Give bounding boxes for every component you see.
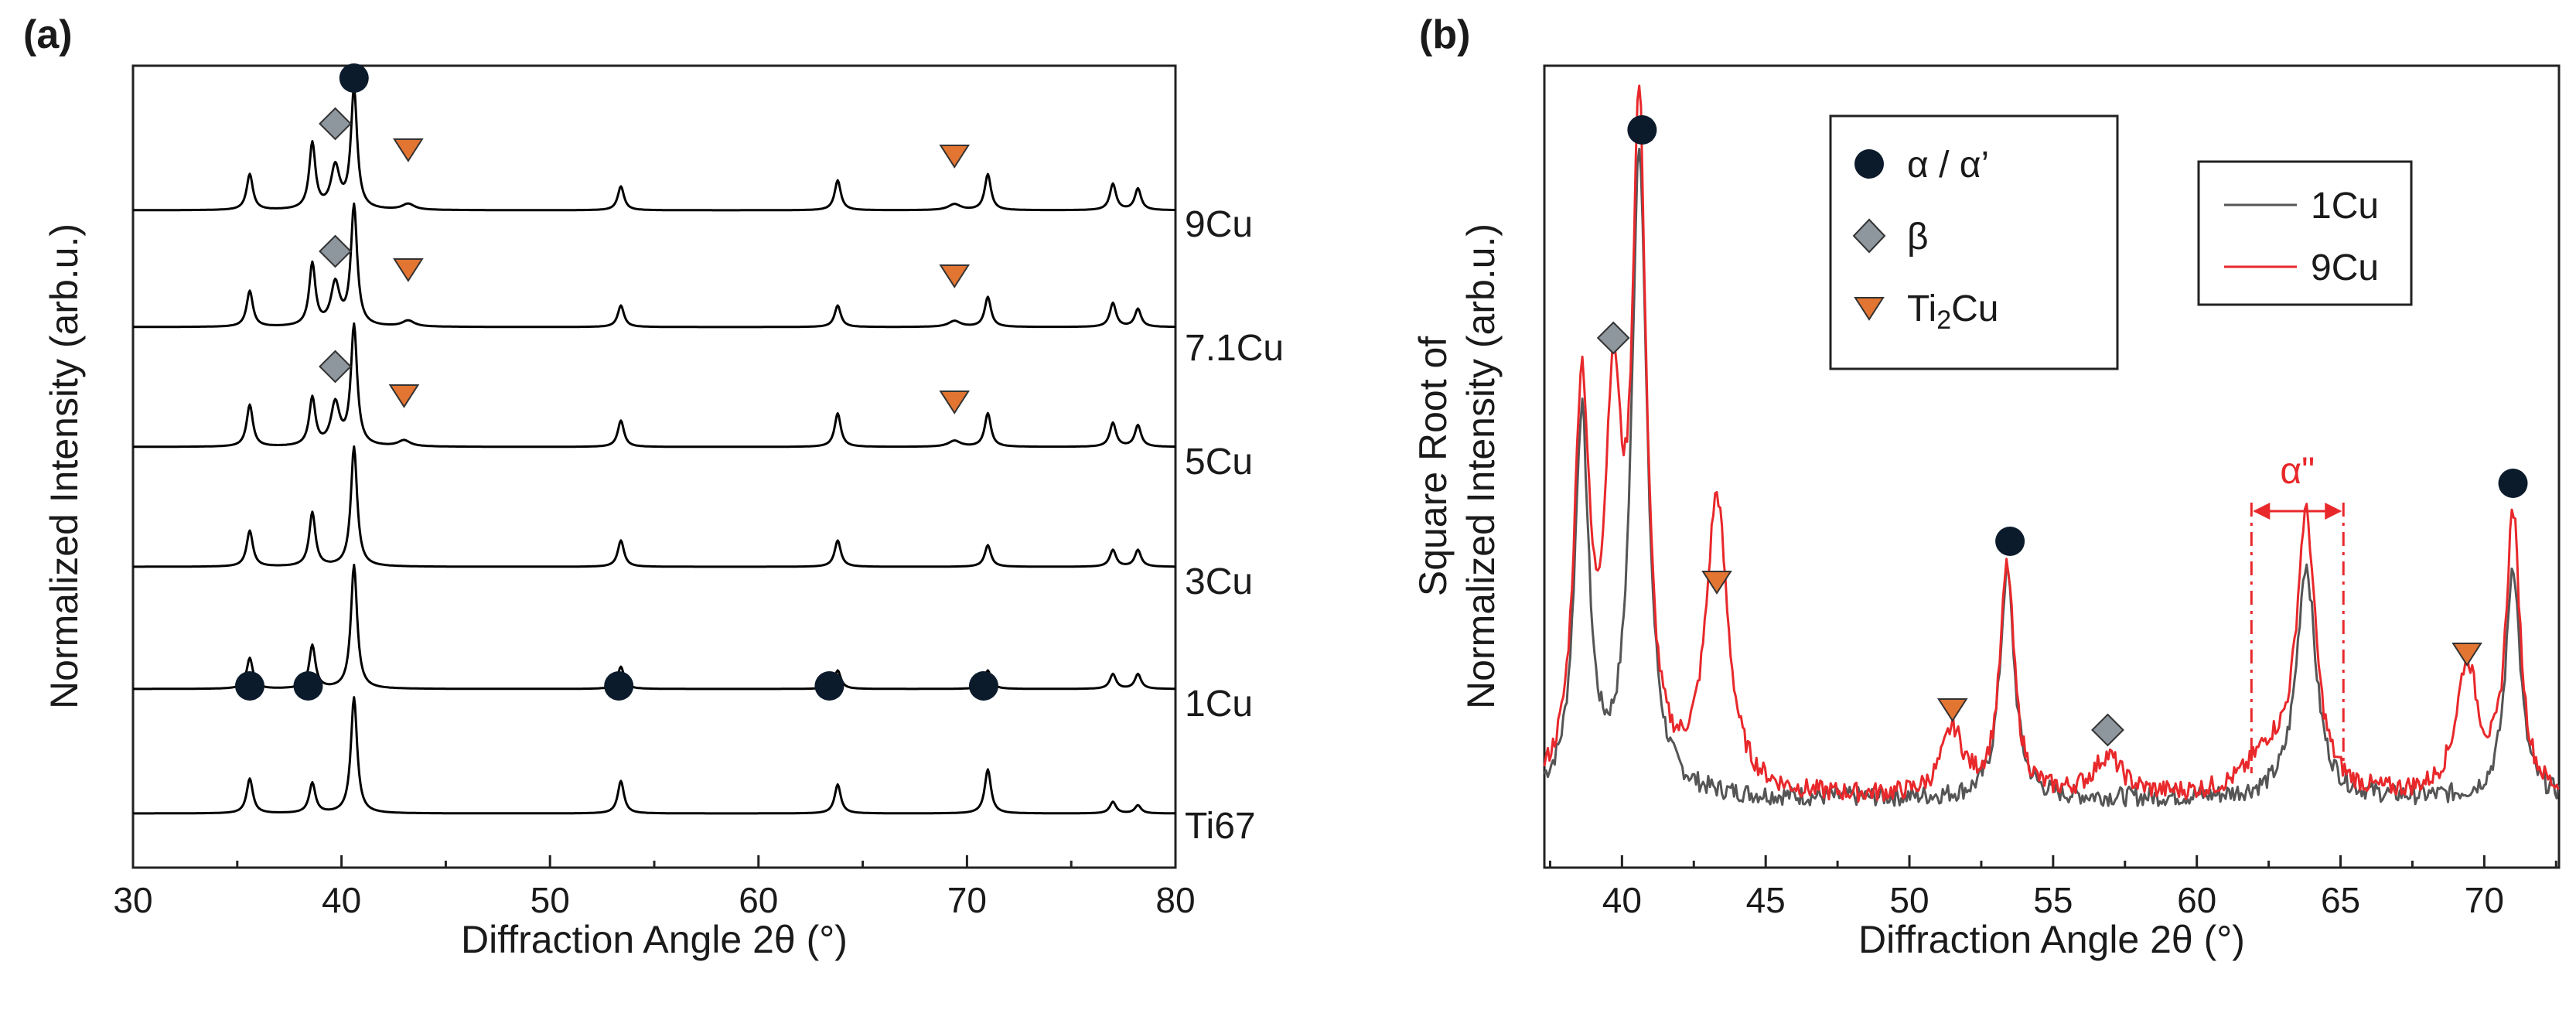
ti2cu-marker: [939, 145, 971, 169]
alpha-double-prime-right-arrowhead: [2325, 503, 2342, 520]
alpha-marker: [968, 671, 998, 701]
beta-marker: [319, 107, 352, 141]
beta-marker: [2091, 713, 2124, 747]
legend-ti2cu-label: Ti2Cu: [1907, 288, 1998, 335]
panel-b-x-tick-label: 40: [1602, 880, 1642, 920]
panel-a-traces: [132, 85, 1176, 815]
alpha-marker: [293, 671, 323, 701]
panel-a-x-tick-label: 40: [322, 880, 361, 920]
trace-label-ti67: Ti67: [1185, 806, 1256, 847]
ti2cu-marker: [2451, 643, 2482, 667]
panel-a-x-tick-label: 50: [531, 880, 570, 920]
panel-b-x-ticks: 40 45 50 55 60 65 70: [1548, 855, 2557, 920]
alpha-marker-top: [339, 63, 369, 93]
alpha-double-prime-annotation: α": [2250, 451, 2345, 773]
legend-beta-label: β: [1907, 217, 1929, 258]
alpha-double-prime-left-arrowhead: [2253, 503, 2271, 520]
panel-a: (a) 30 40 50 60 70 80 Diffraction Angle 2θ (°…: [23, 12, 1284, 961]
panel-b-x-tick-label: 45: [1746, 880, 1786, 920]
alpha-marker: [1995, 527, 2025, 556]
panel-b-y-axis-title-line2: Normalized Intensity (arb.u.): [1459, 223, 1503, 709]
alpha-marker: [604, 671, 634, 701]
panel-b-label: (b): [1419, 12, 1470, 57]
panel-a-x-tick-label: 60: [739, 880, 778, 920]
alpha-marker: [2498, 469, 2528, 498]
trace-ti67: [132, 696, 1176, 815]
panel-a-x-tick-label: 80: [1155, 880, 1195, 920]
ti2cu-marker: [388, 384, 420, 408]
trace-3cu: [132, 445, 1176, 568]
alpha-double-prime-label: α": [2280, 451, 2315, 492]
trace-label-1cu: 1Cu: [1185, 684, 1253, 725]
trace-b-9cu: [1543, 84, 2560, 803]
panel-b-y-axis-title-line1: Square Root of: [1411, 336, 1455, 596]
panel-a-x-tick-label: 30: [113, 880, 152, 920]
legend-alpha-label: α / α’: [1907, 145, 1989, 186]
ti2cu-marker: [1936, 698, 1968, 722]
panel-a-x-axis-title: Diffraction Angle 2θ (°): [461, 918, 848, 961]
panel-a-y-axis-title: Normalized Intensity (arb.u.): [43, 223, 86, 709]
trace-label-5cu: 5Cu: [1185, 442, 1253, 483]
panel-b-x-tick-label: 55: [2033, 880, 2073, 920]
panel-b-x-axis-title: Diffraction Angle 2θ (°): [1858, 918, 2245, 961]
panel-b: (b) 40 45 50 55 60 65 70 Diffraction Angle 2θ …: [1411, 12, 2561, 961]
ti2cu-marker: [1701, 571, 1732, 595]
trace-5cu: [132, 322, 1176, 449]
beta-marker: [319, 234, 352, 268]
legend-beta-diamond-icon: [1852, 218, 1886, 254]
trace-label-9cu: 9Cu: [1185, 204, 1253, 245]
panel-a-trace-labels: 9Cu 7.1Cu 5Cu 3Cu 1Cu Ti67: [1185, 204, 1284, 847]
legend-ti2cu-triangle-icon: [1854, 297, 1885, 321]
panel-b-x-tick-label: 70: [2465, 880, 2504, 920]
legend-alpha-circle-icon: [1854, 149, 1884, 179]
beta-marker: [1596, 321, 1630, 355]
panel-a-x-tick-label: 70: [947, 880, 987, 920]
panel-b-frame: [1543, 64, 2561, 869]
trace-9cu: [132, 85, 1176, 212]
panel-b-traces: [1543, 84, 2560, 807]
panel-a-markers: [234, 63, 998, 701]
panel-a-frame: [131, 64, 1177, 869]
phase-legend: α / α’ β Ti2Cu: [1829, 114, 2119, 370]
line-legend-box: [2197, 160, 2413, 306]
legend-1cu-label: 1Cu: [2311, 186, 2379, 227]
panel-b-markers: [1596, 115, 2528, 747]
trace-7-1cu: [132, 202, 1176, 329]
panel-a-x-ticks: 30 40 50 60 70 80: [113, 855, 1196, 920]
panel-b-x-tick-label: 65: [2321, 880, 2360, 920]
beta-marker: [319, 350, 352, 384]
trace-label-3cu: 3Cu: [1185, 561, 1253, 602]
trace-1cu: [132, 564, 1176, 691]
panel-b-x-tick-label: 60: [2177, 880, 2216, 920]
alpha-marker: [814, 671, 844, 701]
panel-a-label: (a): [23, 12, 73, 57]
ti2cu-marker: [939, 391, 971, 414]
ti2cu-marker: [393, 138, 424, 162]
trace-label-7-1cu: 7.1Cu: [1185, 328, 1284, 369]
ti2cu-marker: [393, 258, 424, 282]
ti2cu-marker: [939, 264, 971, 288]
alpha-marker: [1627, 115, 1657, 145]
alpha-marker: [234, 671, 264, 701]
line-legend: 1Cu 9Cu: [2197, 160, 2413, 306]
legend-9cu-label: 9Cu: [2311, 247, 2379, 288]
panel-b-x-tick-label: 50: [1889, 880, 1929, 920]
